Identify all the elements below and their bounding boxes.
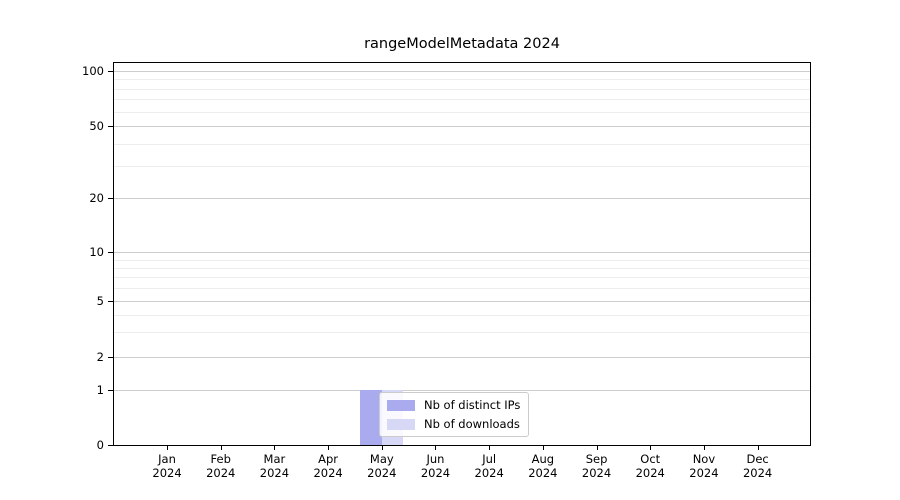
y-gridline xyxy=(114,126,810,128)
x-tick-label-dec-2024: Dec 2024 xyxy=(742,452,773,480)
x-tick-label-oct-2024: Oct 2024 xyxy=(635,452,665,480)
y-tick-label: 1 xyxy=(96,382,104,397)
y-tick-mark xyxy=(108,71,113,73)
x-tick-mark xyxy=(489,446,491,450)
legend-label: Nb of distinct IPs xyxy=(424,398,521,412)
x-tick-label-apr-2024: Apr 2024 xyxy=(313,452,343,480)
x-tick-label-may-2024: May 2024 xyxy=(367,452,397,480)
y-tick-mark xyxy=(108,357,113,359)
y-tick-mark xyxy=(108,126,113,128)
y-tick-label: 10 xyxy=(89,245,104,260)
x-tick-mark xyxy=(542,446,544,450)
y-minor-gridline xyxy=(114,166,810,168)
y-tick-mark xyxy=(108,389,113,391)
x-tick-label-sep-2024: Sep 2024 xyxy=(581,452,612,480)
y-gridline xyxy=(114,197,810,199)
x-tick-mark xyxy=(274,446,276,450)
y-tick-mark xyxy=(108,252,113,254)
bar-nb-of-distinct-ips-may-2024 xyxy=(360,389,382,445)
y-minor-gridline xyxy=(114,79,810,81)
legend-entry-nb-of-distinct-ips: Nb of distinct IPs xyxy=(387,398,520,412)
legend-swatch-nb-of-distinct-ips xyxy=(387,399,415,411)
y-minor-gridline xyxy=(114,267,810,269)
y-gridline xyxy=(114,357,810,359)
y-tick-label: 20 xyxy=(89,190,104,205)
x-tick-mark xyxy=(703,446,705,450)
x-tick-label-jun-2024: Jun 2024 xyxy=(420,452,451,480)
y-minor-gridline xyxy=(114,111,810,113)
y-tick-mark xyxy=(108,197,113,199)
y-tick-mark xyxy=(108,300,113,302)
y-minor-gridline xyxy=(114,332,810,334)
x-tick-label-nov-2024: Nov 2024 xyxy=(689,452,719,480)
y-tick-label: 5 xyxy=(96,293,104,308)
chart-title: rangeModelMetadata 2024 xyxy=(364,36,560,52)
x-tick-label-jan-2024: Jan 2024 xyxy=(152,452,182,480)
plot-area: Nb of distinct IPs Nb of downloads xyxy=(113,62,811,446)
legend-swatch-nb-of-downloads xyxy=(387,418,415,430)
y-gridline xyxy=(114,389,810,391)
x-tick-label-mar-2024: Mar 2024 xyxy=(259,452,290,480)
y-minor-gridline xyxy=(114,314,810,316)
x-tick-label-jul-2024: Jul 2024 xyxy=(474,452,504,480)
y-tick-label: 2 xyxy=(96,350,104,365)
x-tick-mark xyxy=(381,446,383,450)
x-tick-mark xyxy=(596,446,598,450)
y-minor-gridline xyxy=(114,277,810,279)
y-minor-gridline xyxy=(114,288,810,290)
x-tick-mark xyxy=(167,446,169,450)
y-tick-label: 50 xyxy=(89,119,104,134)
x-tick-mark xyxy=(220,446,222,450)
y-minor-gridline xyxy=(114,143,810,145)
y-minor-gridline xyxy=(114,259,810,261)
x-tick-mark xyxy=(435,446,437,450)
y-gridline xyxy=(114,71,810,73)
y-gridline xyxy=(114,300,810,302)
y-tick-label: 0 xyxy=(96,438,104,452)
x-tick-mark xyxy=(328,446,330,450)
y-minor-gridline xyxy=(114,99,810,101)
x-tick-label-feb-2024: Feb 2024 xyxy=(206,452,236,480)
y-tick-label: 100 xyxy=(82,64,104,79)
legend: Nb of distinct IPs Nb of downloads xyxy=(379,392,530,437)
y-gridline xyxy=(114,252,810,254)
y-minor-gridline xyxy=(114,88,810,90)
x-tick-label-aug-2024: Aug 2024 xyxy=(528,452,558,480)
y-tick-mark xyxy=(108,445,113,446)
x-tick-mark xyxy=(650,446,652,450)
legend-entry-nb-of-downloads: Nb of downloads xyxy=(387,417,520,431)
legend-label: Nb of downloads xyxy=(424,417,520,431)
x-tick-mark xyxy=(757,446,759,450)
